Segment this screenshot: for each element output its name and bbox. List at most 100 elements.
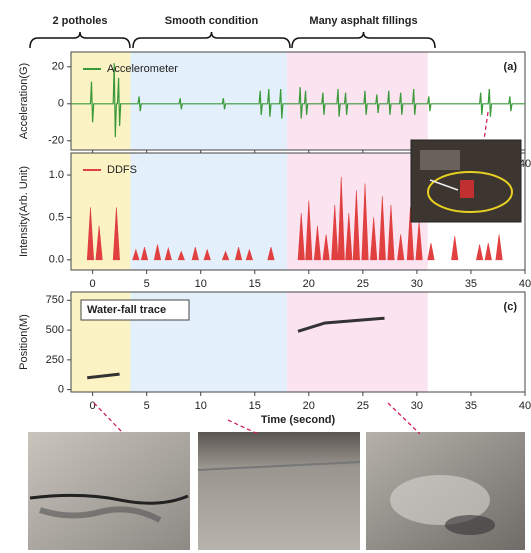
photo-detail <box>197 461 361 471</box>
x-tick-label: 30 <box>411 278 423 290</box>
arrow <box>227 419 259 435</box>
photos <box>28 432 525 550</box>
spike <box>415 221 423 261</box>
arrow <box>93 402 123 433</box>
spike <box>345 213 353 261</box>
x-tick-label: 35 <box>465 400 477 412</box>
x-tick-label: 40 <box>519 278 531 290</box>
plot-layer: 2 potholes Smooth condition Many asphalt f… <box>18 15 531 426</box>
spike <box>305 200 313 261</box>
photo-detail <box>420 150 460 170</box>
y-tick-label: 20 <box>52 61 64 73</box>
photo-detail <box>390 475 490 525</box>
x-tick-label: 20 <box>303 400 315 412</box>
spike <box>297 213 305 261</box>
spike <box>322 234 330 261</box>
spike <box>140 247 149 261</box>
x-tick-label: 10 <box>195 400 207 412</box>
spike <box>164 246 172 261</box>
spike <box>352 190 360 261</box>
x-tick-label: 15 <box>249 400 261 412</box>
photo-detail <box>39 506 162 523</box>
spike <box>378 196 386 261</box>
arrows <box>93 111 489 435</box>
y-axis-label: Position(M) <box>18 314 30 370</box>
arrow <box>483 111 489 141</box>
x-axis-label: Time (second) <box>261 414 336 426</box>
spike <box>234 247 243 261</box>
spike <box>427 242 435 261</box>
spike <box>203 248 211 261</box>
spike <box>495 234 503 261</box>
y-tick-label: 0.0 <box>49 254 64 266</box>
x-tick-label: 35 <box>465 278 477 290</box>
region <box>130 153 288 270</box>
y-tick-label: 250 <box>46 354 64 366</box>
spike <box>132 248 140 261</box>
bracket-label: Smooth condition <box>165 15 259 27</box>
spike <box>370 217 378 261</box>
spike <box>475 244 484 261</box>
spike <box>331 204 339 261</box>
panel-label: (a) <box>504 61 518 73</box>
x-tick-label: 5 <box>144 278 150 290</box>
spike <box>95 225 103 261</box>
y-axis-label: Acceleration(G) <box>18 63 30 139</box>
region <box>287 292 428 392</box>
panel-frame <box>70 152 526 271</box>
x-tick-label: 0 <box>90 400 96 412</box>
spike <box>112 207 120 261</box>
spike <box>86 207 95 261</box>
annotation-box <box>80 299 190 321</box>
x-tick-label: 30 <box>411 400 423 412</box>
annotation: Water-fall trace <box>87 304 166 316</box>
spike <box>191 247 199 261</box>
spike <box>313 225 322 261</box>
arrow <box>387 402 421 435</box>
spike <box>397 234 405 261</box>
x-tick-label: 0 <box>90 278 96 290</box>
spike <box>177 250 185 261</box>
bracket <box>291 31 436 49</box>
legend-label: DDFS <box>107 164 137 176</box>
data-line <box>87 316 385 380</box>
x-tick-label: 10 <box>195 278 207 290</box>
photo-detail <box>445 515 495 535</box>
y-tick-label: 0 <box>58 384 64 396</box>
y-tick-label: 0 <box>58 98 64 110</box>
x-tick-label: 15 <box>249 278 261 290</box>
legend-label: Accelerometer <box>107 63 178 75</box>
photo-potholes <box>28 432 190 550</box>
panel-label: (c) <box>504 301 518 313</box>
spike <box>484 242 492 261</box>
spike <box>387 204 395 261</box>
data-line <box>71 63 525 138</box>
spike <box>267 247 275 261</box>
y-tick-label: -20 <box>48 135 64 147</box>
x-tick-label: 40 <box>519 400 531 412</box>
bracket <box>29 31 131 49</box>
spike <box>337 176 345 261</box>
photo-smooth <box>198 432 360 550</box>
x-tick-label: 25 <box>357 400 369 412</box>
y-axis-label: Intensity(Arb. Unit) <box>18 166 30 257</box>
region <box>287 52 428 150</box>
panel-frame <box>70 51 526 151</box>
x-tick-label: 5 <box>144 400 150 412</box>
photo-detail <box>429 179 459 191</box>
spike <box>153 244 162 261</box>
photo-detail <box>460 180 474 198</box>
highlight-ellipse <box>427 171 513 213</box>
x-tick-label: 25 <box>357 278 369 290</box>
spike <box>361 183 369 261</box>
bracket-label: 2 potholes <box>52 15 107 27</box>
bracket-label: Many asphalt fillings <box>309 15 417 27</box>
y-tick-label: 500 <box>46 324 64 336</box>
y-tick-label: 750 <box>46 294 64 306</box>
y-tick-label: 1.0 <box>49 169 64 181</box>
photo-detail <box>29 493 189 505</box>
x-tick-label: 20 <box>303 278 315 290</box>
spike <box>451 236 459 261</box>
y-tick-label: 0.5 <box>49 211 64 223</box>
